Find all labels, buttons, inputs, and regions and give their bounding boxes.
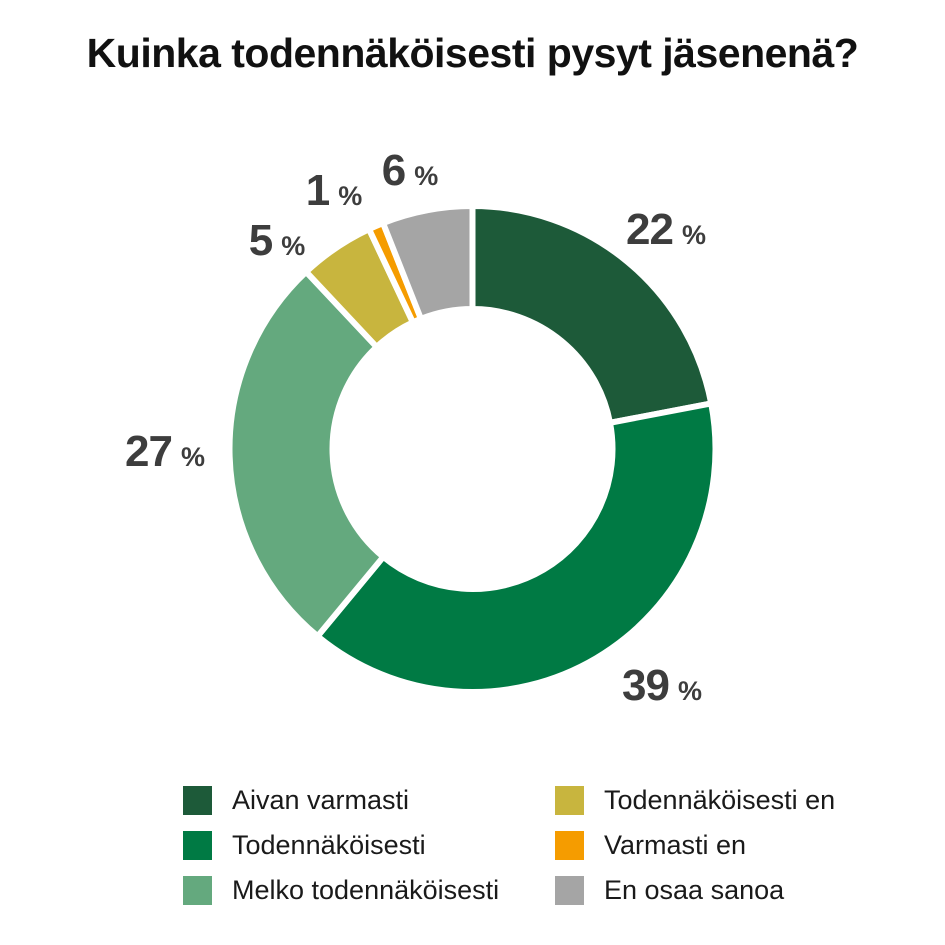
donut-slice-3	[226, 267, 388, 641]
percent-value: 22	[626, 205, 674, 254]
percent-label-todennakoisesti-en: 5%	[249, 216, 306, 266]
legend-item-todennakoisesti-en: Todennäköisesti en	[555, 786, 835, 815]
legend-label: Aivan varmasti	[232, 785, 410, 815]
percent-sign: %	[677, 676, 702, 706]
legend-item-varmasti-en: Varmasti en	[555, 831, 835, 860]
legend-item-melko-todennakoisesti: Melko todennäköisesti	[183, 876, 555, 905]
legend-swatch	[555, 876, 584, 905]
donut-slice-1	[469, 202, 715, 427]
legend-swatch	[555, 786, 584, 815]
percent-value: 1	[305, 166, 331, 215]
legend-label: En osaa sanoa	[604, 875, 785, 905]
percent-sign: %	[414, 161, 439, 191]
legend: Aivan varmasti Todennäköisesti Melko tod…	[183, 786, 835, 905]
legend-swatch	[183, 831, 212, 860]
legend-label: Varmasti en	[604, 830, 747, 860]
percent-sign: %	[180, 442, 205, 472]
percent-label-varmasti-en: 1%	[306, 166, 363, 216]
percent-sign: %	[681, 220, 706, 250]
percent-label-melko-todennakoisesti: 27%	[125, 427, 205, 477]
percent-sign: %	[281, 231, 306, 261]
percent-value: 6	[381, 146, 407, 195]
legend-item-todennakoisesti: Todennäköisesti	[183, 831, 555, 860]
percent-label-en-osaa-sanoa: 6%	[382, 146, 439, 196]
legend-label: Todennäköisesti en	[604, 785, 836, 815]
donut-slice-2	[313, 399, 719, 695]
chart-title: Kuinka todennäköisesti pysyt jäsenenä?	[86, 30, 859, 76]
legend-item-aivan-varmasti: Aivan varmasti	[183, 786, 555, 815]
percent-value: 5	[248, 216, 274, 265]
percent-label-aivan-varmasti: 22%	[626, 205, 706, 255]
legend-swatch	[555, 831, 584, 860]
legend-label: Melko todennäköisesti	[232, 875, 500, 905]
percent-label-todennakoisesti: 39%	[622, 661, 702, 711]
legend-label: Todennäköisesti	[232, 830, 426, 860]
legend-swatch	[183, 876, 212, 905]
donut-slice-6	[379, 202, 476, 323]
legend-swatch	[183, 786, 212, 815]
legend-item-en-osaa-sanoa: En osaa sanoa	[555, 876, 835, 905]
percent-value: 27	[125, 427, 173, 476]
percent-sign: %	[338, 181, 363, 211]
percent-value: 39	[622, 661, 670, 710]
